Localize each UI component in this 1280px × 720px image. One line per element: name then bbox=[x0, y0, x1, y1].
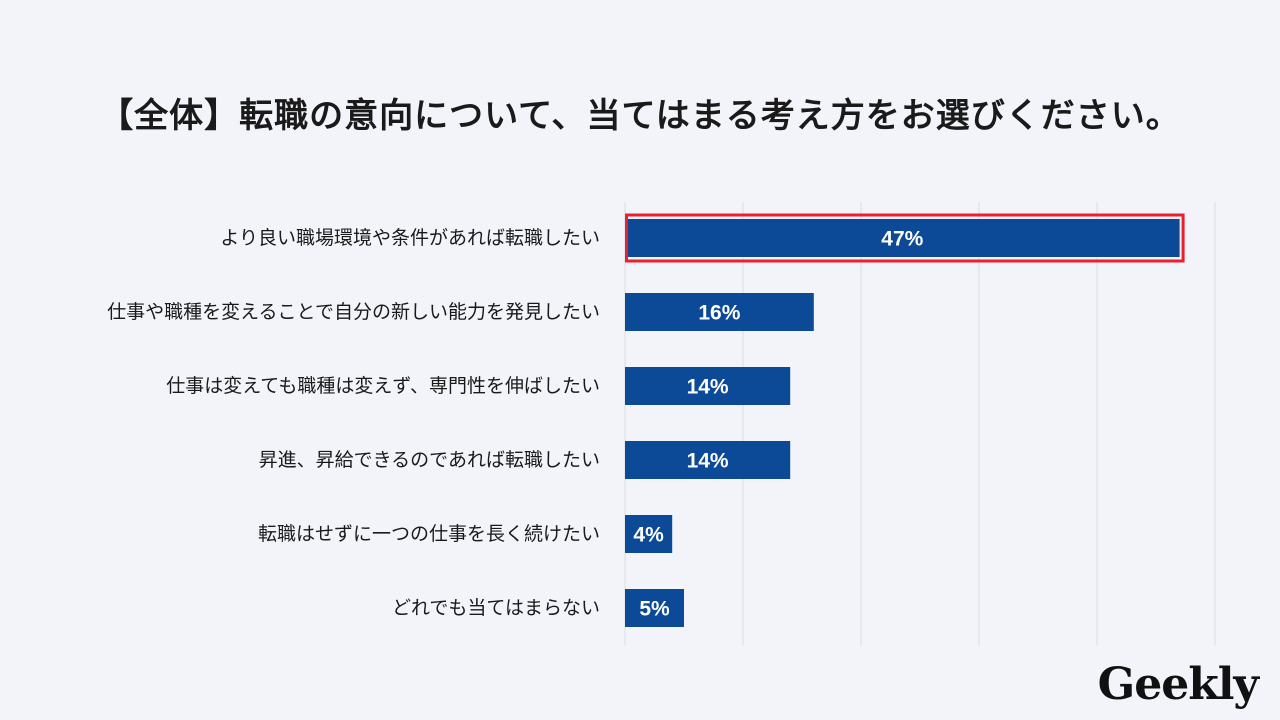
chart-title: 【全体】転職の意向について、当てはまる考え方をお選びください。 bbox=[99, 96, 1181, 136]
bar-1 bbox=[625, 293, 814, 331]
value-label-2: 14% bbox=[687, 376, 729, 399]
bar-3 bbox=[625, 441, 791, 479]
bar-0 bbox=[625, 219, 1180, 257]
geekly-logo: Geekly bbox=[1097, 659, 1259, 710]
value-label-1: 16% bbox=[698, 302, 740, 325]
bar-5 bbox=[625, 589, 684, 627]
category-label-2: 仕事は変えても職種は変えず、専門性を伸ばしたい bbox=[166, 375, 600, 397]
highlight-box bbox=[625, 213, 1185, 263]
value-label-0: 47% bbox=[881, 228, 923, 251]
category-label-0: より良い職場環境や条件があれば転職したい bbox=[220, 227, 600, 249]
category-label-3: 昇進、昇給できるのであれば転職したい bbox=[259, 449, 600, 471]
category-label-1: 仕事や職種を変えることで自分の新しい能力を発見したい bbox=[107, 301, 600, 323]
category-labels: より良い職場環境や条件があれば転職したい仕事や職種を変えることで自分の新しい能力… bbox=[107, 227, 600, 619]
bars: 47% 16% 14% 14% 4% 5% bbox=[625, 213, 1185, 627]
bar-4 bbox=[625, 515, 673, 553]
category-label-5: どれでも当てはまらない bbox=[392, 597, 600, 619]
value-label-3: 14% bbox=[687, 450, 729, 473]
grid-lines bbox=[624, 202, 1216, 645]
value-label-5: 5% bbox=[639, 598, 670, 621]
bar-2 bbox=[625, 367, 791, 405]
category-label-4: 転職はせずに一つの仕事を長く続けたい bbox=[258, 523, 600, 545]
value-label-4: 4% bbox=[633, 524, 664, 547]
